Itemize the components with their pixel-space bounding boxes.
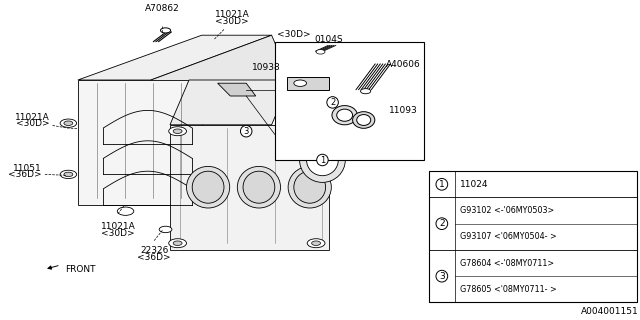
Text: G78605 <'08MY0711- >: G78605 <'08MY0711- > bbox=[460, 285, 556, 294]
Text: <30D>: <30D> bbox=[16, 119, 49, 128]
Bar bbox=[275, 42, 424, 160]
Text: 11021A: 11021A bbox=[15, 113, 49, 122]
Text: 2: 2 bbox=[330, 98, 335, 107]
Circle shape bbox=[64, 121, 73, 125]
Circle shape bbox=[64, 172, 73, 177]
Text: 11021A: 11021A bbox=[215, 10, 250, 19]
Bar bbox=[429, 171, 637, 302]
Text: 0104S: 0104S bbox=[314, 35, 343, 44]
Circle shape bbox=[360, 89, 371, 94]
Ellipse shape bbox=[307, 144, 339, 176]
Circle shape bbox=[312, 241, 321, 245]
Circle shape bbox=[312, 129, 321, 133]
Text: <30D>: <30D> bbox=[101, 229, 135, 238]
Text: 11021A: 11021A bbox=[100, 222, 135, 231]
Polygon shape bbox=[78, 35, 271, 80]
Text: 3: 3 bbox=[244, 127, 249, 136]
Text: 11093: 11093 bbox=[389, 106, 418, 115]
Text: <30D>: <30D> bbox=[277, 30, 310, 39]
Circle shape bbox=[60, 170, 77, 179]
Text: 3: 3 bbox=[439, 272, 445, 281]
Ellipse shape bbox=[353, 112, 375, 128]
Ellipse shape bbox=[294, 171, 326, 203]
Text: 1: 1 bbox=[439, 180, 445, 189]
Circle shape bbox=[169, 127, 186, 136]
Polygon shape bbox=[151, 35, 291, 125]
Text: G93107 <'06MY0504- >: G93107 <'06MY0504- > bbox=[460, 232, 556, 241]
Ellipse shape bbox=[192, 171, 224, 203]
Text: <30D>: <30D> bbox=[216, 17, 249, 26]
Text: 2: 2 bbox=[439, 219, 445, 228]
Ellipse shape bbox=[300, 138, 346, 182]
Ellipse shape bbox=[332, 106, 357, 125]
Ellipse shape bbox=[356, 115, 371, 125]
Polygon shape bbox=[287, 77, 329, 90]
Text: 1: 1 bbox=[320, 156, 325, 164]
Text: 11051: 11051 bbox=[13, 164, 42, 173]
Text: FRONT: FRONT bbox=[65, 265, 96, 274]
Circle shape bbox=[60, 119, 77, 127]
Text: 10938: 10938 bbox=[252, 63, 281, 72]
Text: A40606: A40606 bbox=[386, 60, 420, 69]
Polygon shape bbox=[170, 125, 329, 250]
Ellipse shape bbox=[237, 166, 280, 208]
Ellipse shape bbox=[243, 171, 275, 203]
Circle shape bbox=[159, 226, 172, 233]
Text: A004001151: A004001151 bbox=[581, 307, 639, 316]
Text: <36D>: <36D> bbox=[8, 170, 42, 179]
Circle shape bbox=[173, 129, 182, 133]
Circle shape bbox=[161, 28, 171, 33]
Text: <36D>: <36D> bbox=[138, 253, 171, 262]
Circle shape bbox=[169, 239, 186, 248]
Ellipse shape bbox=[288, 166, 332, 208]
Circle shape bbox=[294, 80, 307, 86]
Polygon shape bbox=[78, 80, 202, 205]
Ellipse shape bbox=[186, 166, 230, 208]
Polygon shape bbox=[218, 83, 256, 96]
Text: 22326: 22326 bbox=[140, 246, 168, 255]
Text: G93102 <-'06MY0503>: G93102 <-'06MY0503> bbox=[460, 206, 554, 215]
Circle shape bbox=[307, 239, 325, 248]
Text: 11024: 11024 bbox=[460, 180, 488, 189]
Circle shape bbox=[117, 207, 134, 215]
Polygon shape bbox=[170, 80, 291, 125]
Circle shape bbox=[173, 241, 182, 245]
Ellipse shape bbox=[337, 109, 353, 121]
Circle shape bbox=[307, 127, 325, 136]
Circle shape bbox=[316, 50, 325, 54]
Text: G78604 <-'08MY0711>: G78604 <-'08MY0711> bbox=[460, 259, 554, 268]
Text: A70862: A70862 bbox=[145, 4, 180, 13]
